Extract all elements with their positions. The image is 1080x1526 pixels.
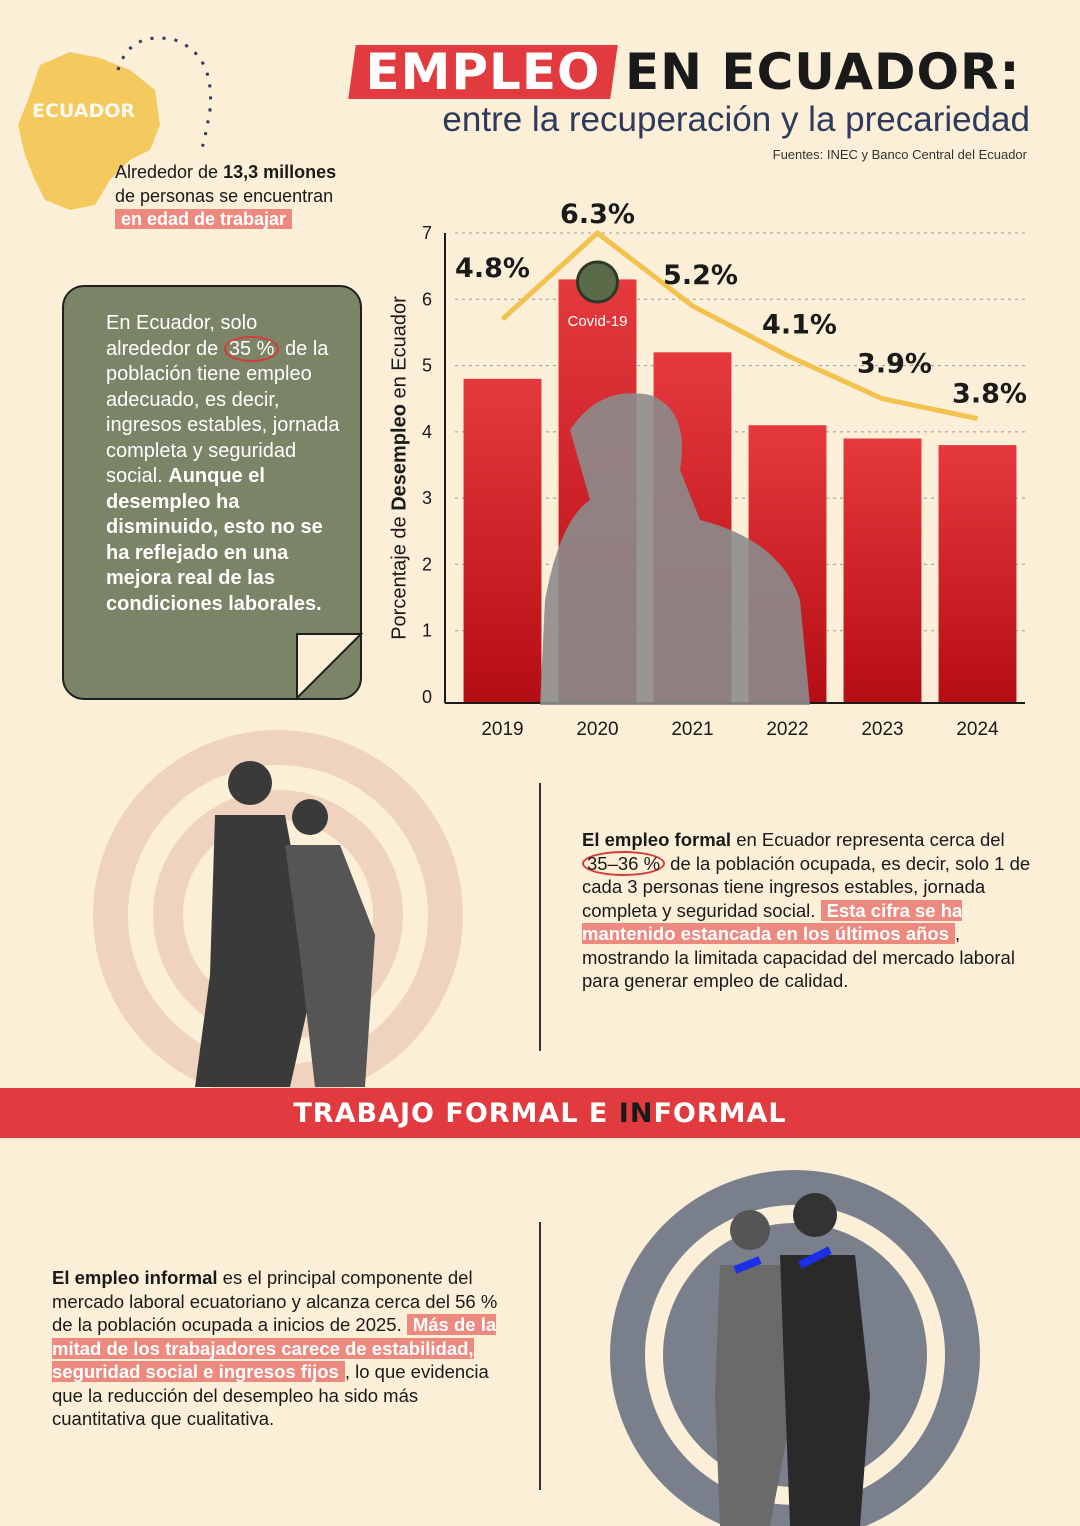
bar-2024 bbox=[938, 445, 1017, 702]
informal-t1: es el principal componente del mercado l… bbox=[52, 1267, 498, 1335]
bar-2023 bbox=[843, 438, 922, 702]
band-pre: TRABAJO FORMAL E bbox=[293, 1098, 619, 1129]
data-label: 6.3% bbox=[560, 199, 635, 230]
virus-icon bbox=[576, 260, 619, 304]
card-text: En Ecuador, solo alrededor de bbox=[106, 312, 258, 360]
title-rest: EN ECUADOR: bbox=[625, 43, 1021, 101]
y-tick-label: 1 bbox=[422, 621, 432, 641]
intro-text: Alrededor de 13,3 millones de personas s… bbox=[115, 161, 336, 232]
x-tick-label: 2022 bbox=[766, 719, 808, 740]
subtitle: entre la recuperación y la precariedad bbox=[442, 100, 1030, 139]
x-tick-label: 2021 bbox=[671, 719, 713, 740]
formal-t3: , mostrando la limitada capacidad del me… bbox=[582, 923, 1015, 991]
bar-2019 bbox=[463, 378, 542, 702]
page-curl-icon bbox=[296, 633, 364, 701]
y-tick-label: 7 bbox=[422, 223, 432, 243]
divider bbox=[539, 783, 541, 1051]
intro-pre: Alrededor de bbox=[115, 162, 224, 182]
covid-annotation: Covid-19 bbox=[567, 313, 627, 330]
y-tick-label: 5 bbox=[422, 356, 432, 376]
x-tick-label: 2019 bbox=[481, 719, 523, 740]
card-circled: 35 % bbox=[223, 335, 280, 362]
data-label: 3.9% bbox=[857, 349, 932, 380]
formal-t1: en Ecuador representa cerca del bbox=[731, 829, 1005, 850]
card-text-2: de la población tiene empleo adecuado, e… bbox=[106, 337, 340, 488]
map-label: ECUADOR bbox=[32, 100, 136, 122]
unemployment-chart: 0 1 2 3 4 5 6 7 2019 2020 2021 2022 2023 2024 4.8% 6.3%… bbox=[422, 199, 1027, 740]
intro-highlight: en edad de trabajar bbox=[115, 209, 293, 229]
trend-line bbox=[500, 230, 979, 422]
y-tick-label: 0 bbox=[422, 687, 432, 707]
section-band: TRABAJO FORMAL E INFORMAL bbox=[0, 1088, 1080, 1138]
info-card: En Ecuador, solo alrededor de 35 % de la… bbox=[62, 285, 362, 700]
data-label: 4.8% bbox=[455, 253, 530, 284]
workers-illustration bbox=[610, 1170, 980, 1526]
y-tick-label: 4 bbox=[422, 422, 432, 442]
formal-t2: de la población ocupada, es decir, solo … bbox=[582, 852, 1031, 921]
intro-mid: de personas se encuentran bbox=[115, 185, 334, 206]
informal-bold: El empleo informal bbox=[52, 1267, 218, 1288]
man-photo bbox=[540, 393, 810, 705]
ecuador-map-icon bbox=[18, 36, 213, 210]
data-label: 3.8% bbox=[952, 379, 1027, 410]
formal-circled: 35–36 % bbox=[582, 850, 666, 876]
card-bold: Aunque el desempleo ha disminuido, esto … bbox=[106, 465, 323, 615]
informal-t2: , lo que evidencia que la reducción del … bbox=[52, 1361, 489, 1429]
data-label: 5.2% bbox=[663, 260, 738, 291]
informal-text: El empleo informal es el principal compo… bbox=[52, 1266, 502, 1431]
sources: Fuentes: INEC y Banco Central del Ecuado… bbox=[772, 147, 1027, 162]
business-people-illustration bbox=[93, 730, 463, 1090]
y-tick-label: 6 bbox=[422, 289, 432, 309]
x-tick-label: 2024 bbox=[956, 719, 999, 740]
y-tick-label: 3 bbox=[422, 488, 432, 508]
x-tick-label: 2023 bbox=[861, 719, 903, 740]
band-dark: IN bbox=[618, 1098, 654, 1129]
formal-bold: El empleo formal bbox=[582, 829, 732, 850]
formal-text: El empleo formal en Ecuador representa c… bbox=[582, 828, 1042, 993]
divider-2 bbox=[539, 1222, 541, 1490]
intro-bold: 13,3 millones bbox=[223, 162, 337, 182]
data-label: 4.1% bbox=[762, 310, 837, 341]
x-tick-label: 2020 bbox=[576, 719, 618, 740]
y-tick-label: 2 bbox=[422, 554, 432, 574]
band-post: FORMAL bbox=[653, 1098, 787, 1129]
